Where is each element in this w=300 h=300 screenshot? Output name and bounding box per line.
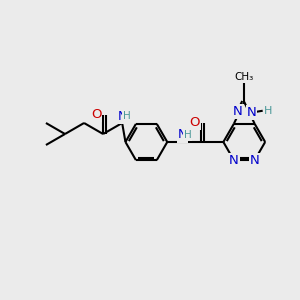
Text: N: N — [247, 106, 256, 119]
Text: N: N — [250, 154, 260, 166]
Text: N: N — [178, 128, 187, 142]
Text: CH₃: CH₃ — [235, 72, 254, 82]
Text: N: N — [233, 105, 243, 119]
Text: O: O — [189, 116, 200, 129]
Text: N: N — [229, 154, 239, 166]
Text: H: H — [263, 106, 272, 116]
Text: O: O — [91, 108, 101, 121]
Text: H: H — [184, 130, 191, 140]
Text: N: N — [118, 110, 127, 122]
Text: H: H — [123, 111, 131, 121]
